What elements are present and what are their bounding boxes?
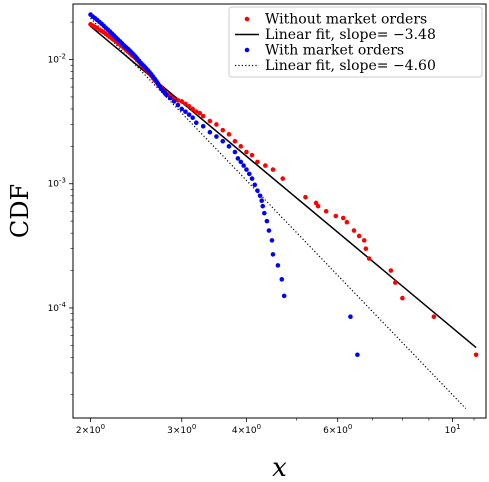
data-point: [171, 99, 177, 104]
data-point: [266, 228, 272, 233]
data-point: [241, 163, 246, 168]
data-point: [200, 124, 206, 129]
y-tick-label: 10-2: [48, 53, 66, 66]
data-point: [226, 132, 232, 137]
scatter-series-0: [88, 22, 479, 358]
x-tick-label: 3×100: [167, 423, 196, 436]
data-point: [179, 106, 185, 112]
legend-entry: Linear fit, slope= −3.48: [235, 27, 436, 43]
data-point: [226, 144, 232, 149]
data-point: [303, 194, 308, 200]
data-point: [197, 110, 203, 116]
data-point: [193, 120, 199, 126]
x-tick-label: 6×100: [323, 423, 352, 436]
data-point: [232, 138, 238, 144]
data-point: [431, 314, 437, 320]
data-point: [270, 252, 276, 257]
data-point: [186, 112, 192, 117]
data-point: [344, 219, 350, 225]
legend-label: Linear fit, slope= −4.60: [265, 58, 436, 74]
data-point: [355, 352, 360, 358]
data-point: [392, 280, 398, 285]
data-point: [186, 104, 192, 109]
data-point: [275, 263, 281, 268]
data-point: [348, 314, 353, 320]
y-tick-label: 10-3: [48, 177, 66, 190]
data-point: [238, 144, 244, 149]
data-point: [235, 156, 241, 161]
data-point: [190, 106, 196, 112]
data-point: [388, 268, 394, 273]
legend-entry: With market orders: [244, 43, 404, 59]
data-point: [207, 118, 213, 124]
data-point: [179, 99, 185, 104]
data-point: [351, 228, 357, 233]
data-point: [200, 113, 206, 119]
data-point: [255, 188, 260, 193]
data-point: [279, 277, 285, 282]
data-point: [252, 182, 258, 188]
x-axis-title: x: [272, 453, 287, 482]
data-point: [249, 152, 255, 158]
data-point: [315, 203, 321, 209]
data-point: [163, 92, 169, 98]
data-point: [259, 198, 265, 204]
data-point: [281, 293, 287, 299]
data-point: [363, 246, 369, 251]
data-point: [340, 215, 346, 221]
legend-label: With market orders: [265, 43, 404, 59]
data-point: [249, 176, 255, 181]
data-point: [255, 159, 260, 165]
data-point: [244, 167, 249, 172]
legend-entry: Linear fit, slope= −4.60: [235, 58, 436, 74]
data-point: [183, 109, 188, 115]
data-point: [257, 193, 263, 199]
data-point: [214, 134, 219, 139]
data-point: [167, 95, 173, 101]
x-tick-label: 4×100: [232, 423, 261, 436]
legend-marker-swatch: [244, 47, 250, 53]
data-point: [244, 149, 249, 155]
legend-label: Without market orders: [265, 12, 427, 28]
data-point: [214, 122, 219, 127]
scatter-series-2: [88, 12, 360, 358]
data-point: [262, 210, 267, 216]
legend-entry: Without market orders: [244, 12, 427, 28]
legend-box: [228, 6, 483, 78]
data-point: [175, 97, 181, 103]
y-axis-title: CDF: [6, 184, 34, 238]
y-tick-label: 10-4: [48, 301, 67, 314]
data-point: [232, 149, 238, 155]
data-point: [175, 102, 181, 108]
x-tick-label: 2×100: [76, 423, 105, 436]
data-point: [361, 238, 367, 243]
legend-marker-swatch: [244, 16, 250, 22]
data-point: [220, 127, 226, 133]
data-point: [270, 167, 276, 172]
data-point: [280, 176, 286, 181]
data-point: [190, 115, 196, 121]
data-point: [263, 163, 268, 168]
data-point: [366, 256, 372, 261]
x-tick-label: 101: [445, 423, 461, 436]
data-point: [269, 238, 275, 243]
legend-label: Linear fit, slope= −3.48: [265, 27, 436, 43]
data-point: [473, 352, 479, 358]
series-layer: [88, 12, 479, 409]
data-point: [333, 213, 339, 219]
data-point: [400, 295, 405, 301]
data-point: [207, 129, 213, 135]
data-point: [220, 138, 226, 144]
data-point: [356, 233, 362, 239]
data-point: [183, 101, 188, 107]
data-point: [323, 209, 329, 214]
data-point: [246, 171, 252, 177]
data-point: [264, 218, 270, 224]
ticks-layer: 2×100 3×100 4×100 6×100 101 10-4 10-3 10-2: [48, 21, 475, 436]
data-point: [238, 159, 244, 165]
data-point: [193, 109, 199, 115]
data-point: [260, 203, 266, 209]
